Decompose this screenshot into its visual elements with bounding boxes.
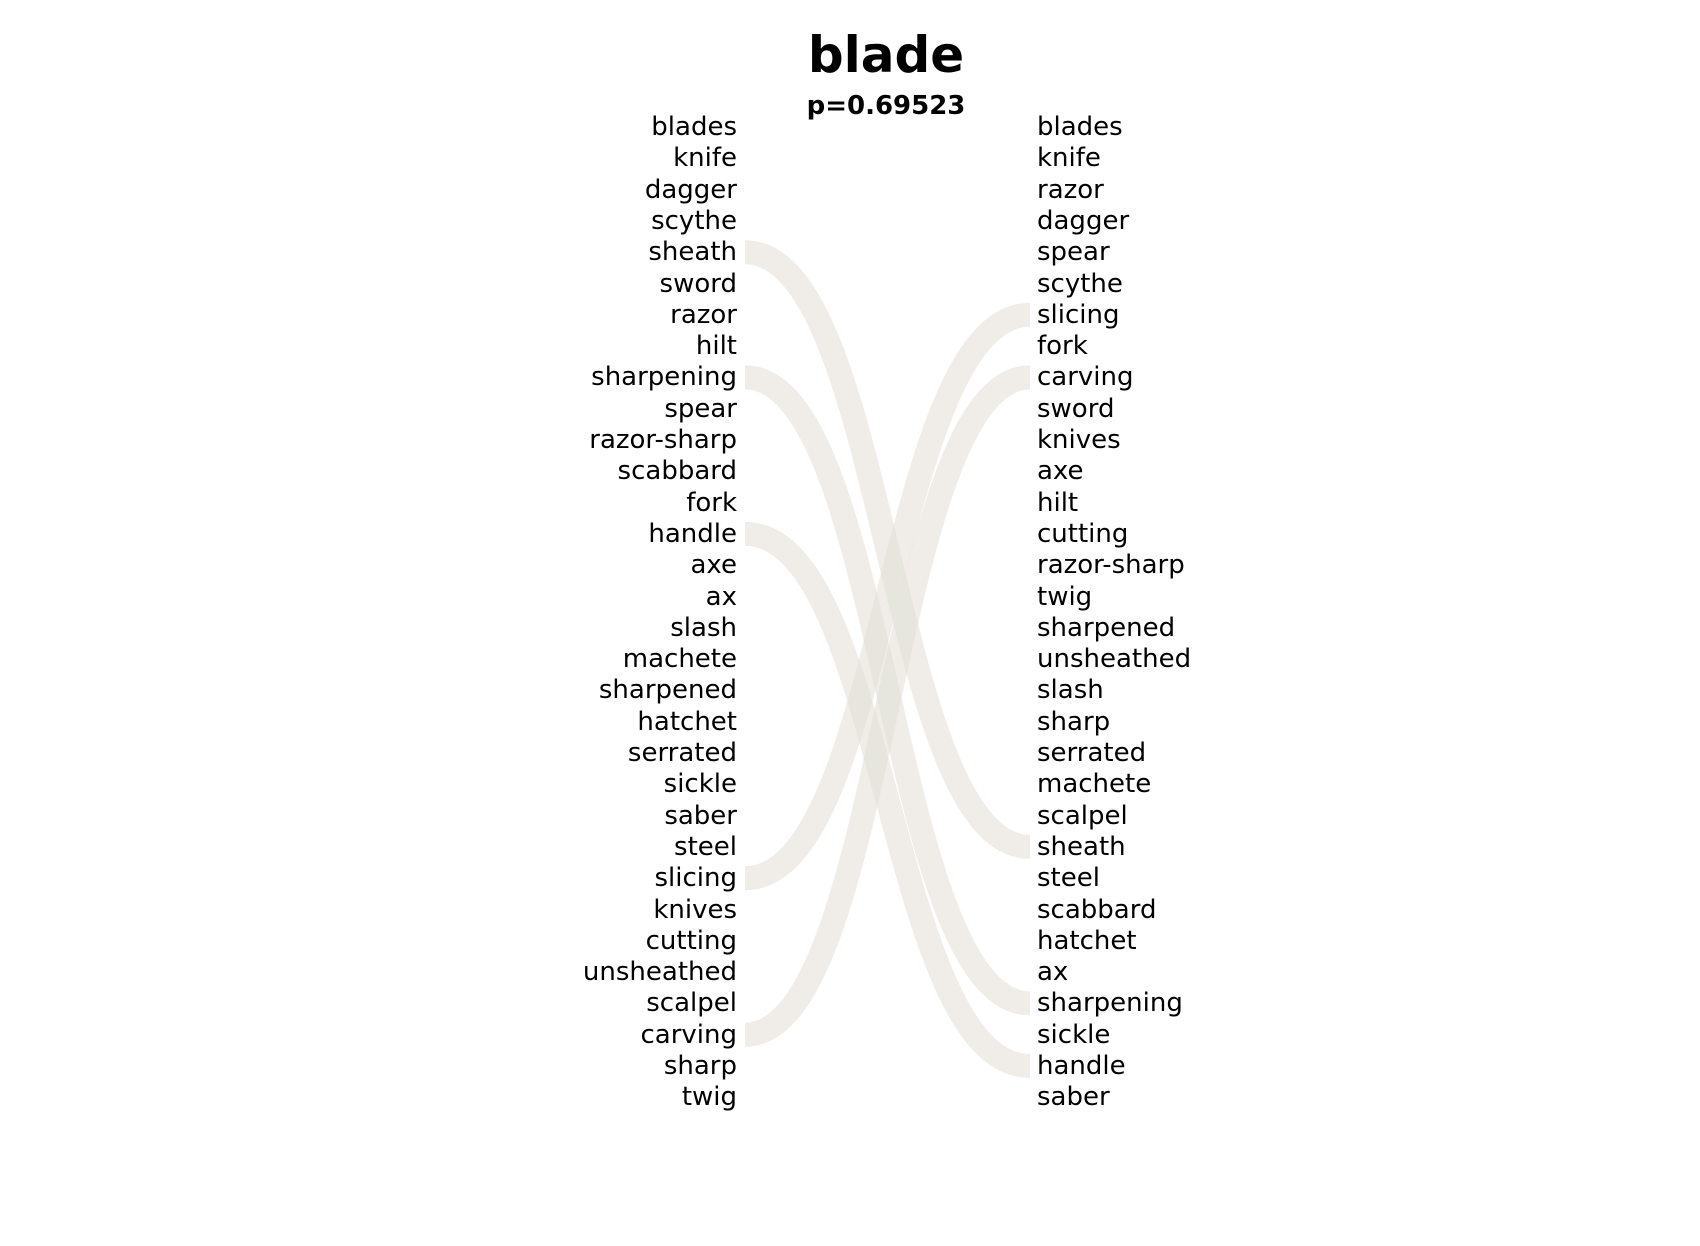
left-word: scalpel: [646, 988, 737, 1019]
right-word: scythe: [1037, 268, 1123, 299]
right-word: sharpened: [1037, 612, 1176, 643]
left-word: twig: [681, 1082, 737, 1113]
left-word: axe: [690, 550, 737, 581]
left-word: sickle: [663, 769, 737, 800]
right-word: knife: [1037, 143, 1101, 174]
left-word: blades: [651, 112, 737, 142]
right-word: machete: [1037, 769, 1152, 800]
link-ribbon-left-sharpening: [743, 365, 1032, 1016]
link-ribbon-left-slicing: [743, 302, 1032, 891]
left-word: sheath: [648, 237, 737, 268]
left-word: ax: [705, 581, 737, 612]
right-word: sharpening: [1037, 988, 1183, 1019]
link-ribbon-right-sharpening: [743, 365, 1032, 1016]
right-word: razor: [1037, 174, 1104, 205]
link-ribbon-left-handle: [743, 521, 1032, 1078]
left-word: slicing: [654, 863, 738, 894]
right-word: razor-sharp: [1037, 550, 1185, 581]
left-word: slash: [670, 612, 737, 643]
right-word: sheath: [1037, 831, 1126, 862]
right-word: steel: [1037, 863, 1100, 894]
right-word: handle: [1037, 1051, 1126, 1081]
left-word: sword: [659, 268, 737, 299]
left-word: razor-sharp: [589, 425, 737, 455]
link-ribbon-right-handle: [743, 521, 1032, 1078]
link-ribbon-left-sheath: [743, 240, 1032, 859]
left-word: razor: [670, 299, 737, 330]
link-ribbon-right-carving: [743, 365, 1032, 1047]
right-word: sickle: [1037, 1019, 1111, 1050]
left-word: spear: [664, 393, 737, 424]
right-word: slicing: [1037, 299, 1120, 330]
left-word: unsheathed: [582, 957, 737, 988]
chart-title: blade: [807, 26, 965, 84]
link-ribbon-left-carving: [743, 365, 1032, 1047]
right-word: sharp: [1037, 706, 1111, 737]
right-word: knives: [1037, 425, 1121, 455]
left-word: cutting: [645, 925, 737, 956]
left-word: steel: [674, 831, 737, 862]
right-word: cutting: [1037, 518, 1129, 549]
left-word: saber: [664, 800, 737, 831]
right-word: carving: [1037, 362, 1134, 393]
right-word: ax: [1037, 957, 1069, 988]
left-word: sharp: [663, 1051, 737, 1081]
right-word: dagger: [1037, 205, 1130, 236]
right-word: spear: [1037, 237, 1110, 268]
left-word: sharpened: [598, 675, 737, 706]
link-ribbon-right-sheath: [743, 240, 1032, 859]
right-word: unsheathed: [1037, 644, 1192, 675]
link-ribbon-right-slicing: [743, 302, 1032, 891]
left-word: sharpening: [591, 362, 737, 393]
left-word: knife: [673, 143, 737, 174]
left-word: scythe: [651, 205, 737, 236]
left-word: knives: [653, 894, 737, 925]
right-word: saber: [1037, 1082, 1110, 1113]
right-word: twig: [1037, 581, 1093, 612]
chart-subtitle: p=0.69523: [806, 91, 966, 121]
right-word: axe: [1037, 456, 1084, 487]
right-word: hatchet: [1037, 925, 1137, 956]
left-word: dagger: [644, 174, 737, 205]
right-word: scabbard: [1037, 894, 1157, 925]
left-word: hilt: [695, 331, 737, 362]
left-word: hatchet: [637, 706, 737, 737]
left-word: carving: [640, 1019, 737, 1050]
left-word: machete: [622, 644, 737, 675]
left-word: scabbard: [617, 456, 737, 487]
left-word: serrated: [627, 738, 737, 768]
right-word: hilt: [1037, 487, 1079, 518]
right-word: fork: [1037, 331, 1088, 362]
right-word: serrated: [1037, 738, 1147, 768]
left-word: fork: [686, 487, 737, 518]
left-word: handle: [648, 518, 737, 549]
right-word: slash: [1037, 675, 1104, 706]
right-word: blades: [1037, 112, 1123, 142]
right-word: sword: [1037, 393, 1115, 424]
right-word: scalpel: [1037, 800, 1128, 831]
